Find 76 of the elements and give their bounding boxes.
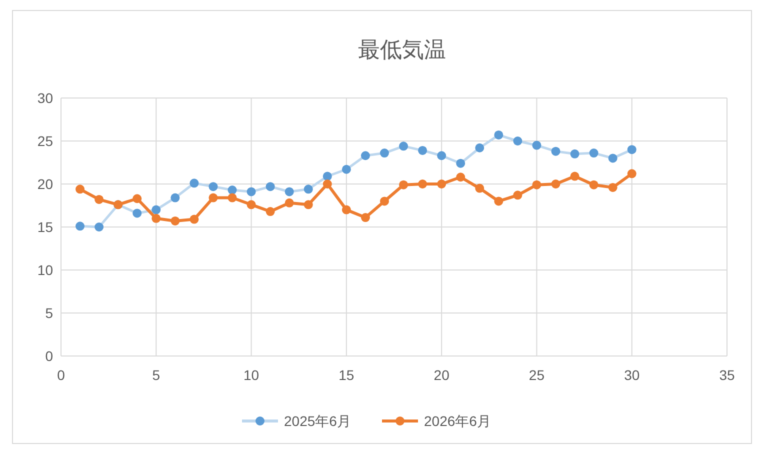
point [342, 164, 351, 174]
point [399, 180, 408, 190]
point [208, 193, 218, 202]
chart-title: 最低気温 [358, 37, 446, 62]
point [589, 180, 598, 190]
point [494, 196, 504, 206]
point [437, 151, 446, 160]
point [152, 214, 161, 223]
point [418, 146, 428, 155]
point [456, 172, 466, 182]
point [437, 180, 446, 188]
y-tick-label: 0 [45, 348, 54, 364]
point [608, 182, 618, 192]
point [494, 130, 504, 140]
y-tick-label: 25 [37, 132, 54, 149]
point [627, 145, 636, 154]
point [170, 193, 180, 202]
x-tick-label: 15 [338, 367, 354, 383]
point [284, 198, 294, 208]
point [132, 208, 142, 218]
x-tick-label: 0 [57, 367, 66, 383]
point [360, 213, 370, 222]
point [322, 172, 332, 181]
point [246, 187, 256, 196]
x-tick-label: 5 [152, 367, 160, 383]
point [608, 154, 618, 163]
x-tick-label: 25 [528, 367, 545, 383]
point [94, 222, 104, 232]
point [360, 151, 370, 160]
point [551, 146, 560, 156]
x-tick-label: 10 [243, 367, 260, 383]
point [570, 149, 580, 158]
point [228, 193, 237, 202]
point [589, 148, 598, 158]
point [418, 180, 428, 188]
point [76, 184, 85, 194]
point [551, 180, 560, 188]
point [246, 200, 256, 210]
point [532, 180, 542, 190]
point [304, 200, 313, 210]
point [266, 207, 275, 216]
point [627, 169, 636, 178]
point [170, 216, 180, 226]
point [475, 184, 484, 193]
point [570, 172, 580, 181]
y-tick-label: 30 [37, 90, 54, 106]
point [190, 178, 199, 188]
point [152, 205, 161, 214]
point [342, 205, 351, 214]
y-tick-label: 20 [37, 176, 54, 192]
point [266, 182, 275, 192]
point [208, 182, 218, 192]
point [228, 186, 237, 195]
point [380, 196, 389, 206]
point [399, 142, 408, 151]
point [475, 143, 484, 152]
point [513, 190, 522, 200]
point [513, 136, 522, 146]
legend-label: 2025年6月 [284, 412, 351, 429]
point [322, 180, 332, 188]
point [380, 148, 389, 158]
point [76, 222, 85, 231]
point [284, 187, 294, 196]
y-tick-label: 5 [45, 304, 54, 321]
y-tick-label: 10 [37, 262, 54, 278]
point [456, 158, 466, 168]
x-tick-label: 35 [719, 367, 735, 383]
x-tick-label: 20 [434, 367, 450, 383]
point [94, 194, 104, 204]
point [190, 214, 199, 224]
legend-label: 2026年6月 [424, 412, 491, 429]
y-tick-label: 15 [37, 218, 54, 235]
point [132, 194, 142, 204]
x-tick-label: 30 [624, 367, 640, 383]
point [532, 140, 542, 150]
point [304, 184, 313, 194]
